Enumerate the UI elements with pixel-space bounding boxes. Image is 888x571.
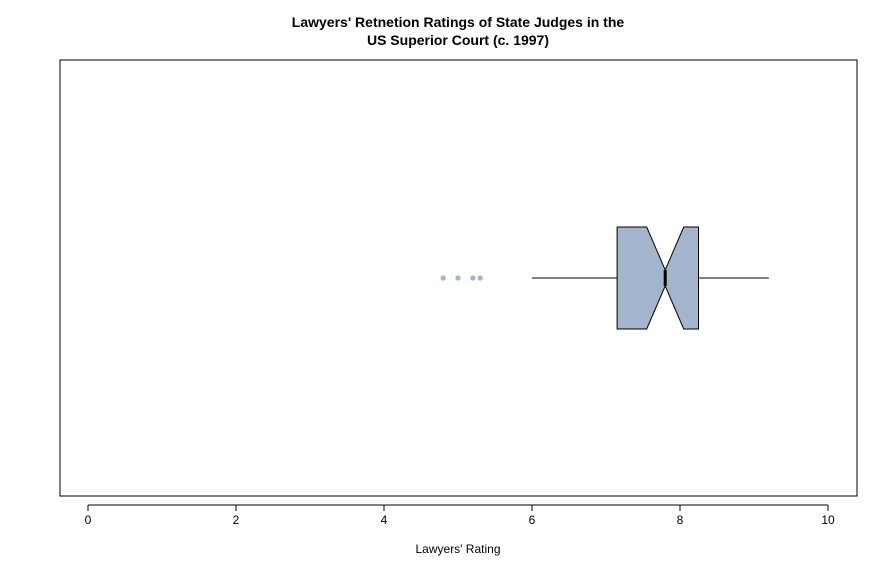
x-tick-label-4: 4 bbox=[381, 513, 388, 527]
notched-box bbox=[616, 226, 699, 330]
plot-marks bbox=[440, 226, 769, 330]
outlier-point-2 bbox=[470, 275, 476, 281]
x-tick-label-10: 10 bbox=[821, 513, 835, 527]
x-tick-label-6: 6 bbox=[529, 513, 536, 527]
chart-title-line-1: Lawyers' Retnetion Ratings of State Judg… bbox=[292, 14, 625, 30]
x-tick-label-8: 8 bbox=[677, 513, 684, 527]
x-axis-label: Lawyers' Rating bbox=[416, 542, 501, 556]
chart-title-line-2: US Superior Court (c. 1997) bbox=[367, 32, 549, 48]
outlier-point-0 bbox=[440, 275, 446, 281]
plot-area-frame bbox=[59, 59, 858, 497]
x-tick-label-2: 2 bbox=[233, 513, 240, 527]
outlier-point-1 bbox=[455, 275, 461, 281]
x-axis: 0 2 4 6 8 10 bbox=[85, 504, 835, 527]
outlier-point-3 bbox=[477, 275, 483, 281]
x-tick-label-0: 0 bbox=[85, 513, 92, 527]
